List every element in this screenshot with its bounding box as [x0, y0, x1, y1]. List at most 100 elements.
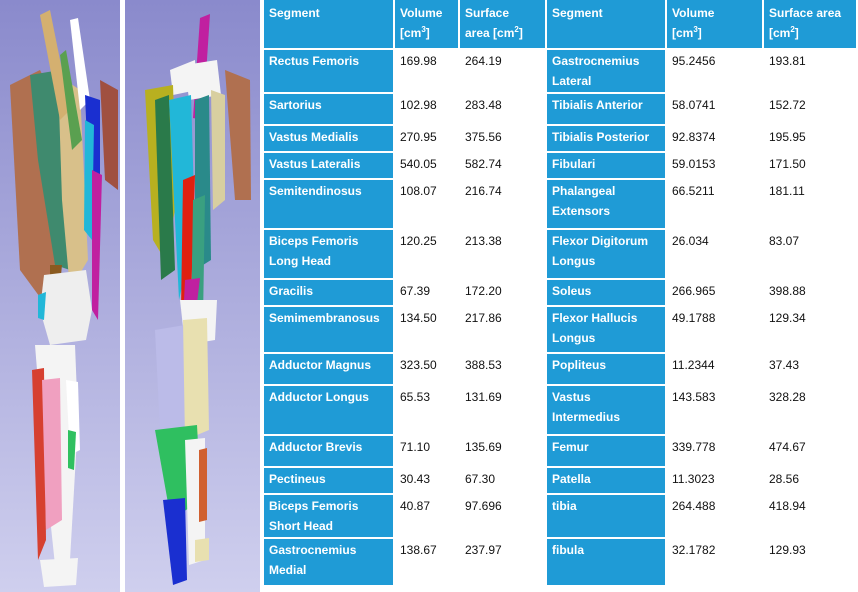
segment-name-cell: Vastus Lateralis [264, 153, 395, 180]
surface-area-cell: 195.95 [764, 126, 858, 153]
segment-name-cell: Vastus Medialis [264, 126, 395, 153]
surface-area-cell: 83.07 [764, 230, 858, 280]
segment-name-cell: Phalangeal Extensors [547, 180, 667, 230]
volume-cell: 264.488 [667, 495, 764, 539]
segment-name-cell: Gracilis [264, 280, 395, 307]
segment-name-cell: Pectineus [264, 468, 395, 495]
volume-cell: 49.1788 [667, 307, 764, 354]
segment-name-cell: Sartorius [264, 94, 395, 126]
surface-area-cell: 217.86 [460, 307, 547, 354]
table-row: Sartorius 102.98 283.48 Tibialis Anterior 58… [264, 94, 858, 126]
segment-name-cell: Biceps Femoris Short Head [264, 495, 395, 539]
surface-area-cell: 264.19 [460, 50, 547, 94]
volume-cell: 59.0153 [667, 153, 764, 180]
leg-model-deep-image [125, 0, 260, 592]
table-row: Adductor Magnus 323.50 388.53 Popliteus 11.2… [264, 354, 858, 386]
segment-name-cell: Tibialis Posterior [547, 126, 667, 153]
surface-area-cell: 131.69 [460, 386, 547, 436]
table-row: Adductor Longus 65.53 131.69 Vastus Interme… [264, 386, 858, 436]
surface-area-cell: 97.696 [460, 495, 547, 539]
volume-cell: 266.965 [667, 280, 764, 307]
segment-name-cell: Adductor Brevis [264, 436, 395, 468]
volume-cell: 32.1782 [667, 539, 764, 587]
segment-name-cell: Fibulari [547, 153, 667, 180]
surface-area-cell: 129.93 [764, 539, 858, 587]
surface-area-cell: 474.67 [764, 436, 858, 468]
segment-name-cell: Gastrocnemius Lateral [547, 50, 667, 94]
surface-area-cell: 375.56 [460, 126, 547, 153]
segment-name-cell: Popliteus [547, 354, 667, 386]
surface-area-cell: 398.88 [764, 280, 858, 307]
segment-name-cell: Vastus Intermedius [547, 386, 667, 436]
segment-name-cell: Gastrocnemius Medial [264, 539, 395, 587]
surface-area-cell: 152.72 [764, 94, 858, 126]
segment-name-cell: Semimembranosus [264, 307, 395, 354]
surface-area-cell: 129.34 [764, 307, 858, 354]
table-row: Biceps Femoris Short Head 40.87 97.696 tibi… [264, 495, 858, 539]
surface-area-cell: 193.81 [764, 50, 858, 94]
volume-cell: 339.778 [667, 436, 764, 468]
volume-cell: 95.2456 [667, 50, 764, 94]
segment-name-cell: Patella [547, 468, 667, 495]
segment-name-cell: fibula [547, 539, 667, 587]
volume-cell: 11.2344 [667, 354, 764, 386]
surface-area-cell: 388.53 [460, 354, 547, 386]
leg-render-deep [125, 0, 260, 592]
segment-name-cell: Biceps Femoris Long Head [264, 230, 395, 280]
volume-cell: 40.87 [395, 495, 460, 539]
volume-cell: 138.67 [395, 539, 460, 587]
segment-name-cell: Flexor Digitorum Longus [547, 230, 667, 280]
surface-area-cell: 181.11 [764, 180, 858, 230]
volume-cell: 169.98 [395, 50, 460, 94]
table-row: Pectineus 30.43 67.30 Patella 11.3023 28.56 [264, 468, 858, 495]
table-row: Vastus Medialis 270.95 375.56 Tibialis Post… [264, 126, 858, 153]
header-volume-left: Volume [cm3] [395, 0, 460, 50]
volume-cell: 26.034 [667, 230, 764, 280]
volume-cell: 11.3023 [667, 468, 764, 495]
segment-name-cell: Semitendinosus [264, 180, 395, 230]
muscle-measurement-table: Segment Volume [cm3] Surface area [cm2] Se… [264, 0, 858, 587]
muscle-measurement-table-container: Segment Volume [cm3] Surface area [cm2] Se… [264, 0, 858, 592]
volume-cell: 323.50 [395, 354, 460, 386]
table-header-row: Segment Volume [cm3] Surface area [cm2] Se… [264, 0, 858, 50]
segment-name-cell: Rectus Femoris [264, 50, 395, 94]
surface-area-cell: 283.48 [460, 94, 547, 126]
volume-cell: 540.05 [395, 153, 460, 180]
volume-cell: 58.0741 [667, 94, 764, 126]
segment-name-cell: Adductor Longus [264, 386, 395, 436]
surface-area-cell: 135.69 [460, 436, 547, 468]
volume-cell: 65.53 [395, 386, 460, 436]
header-surface-right: Surface area [cm2] [764, 0, 858, 50]
volume-cell: 67.39 [395, 280, 460, 307]
volume-cell: 71.10 [395, 436, 460, 468]
segment-name-cell: Soleus [547, 280, 667, 307]
header-segment-left: Segment [264, 0, 395, 50]
segment-name-cell: Flexor Hallucis Longus [547, 307, 667, 354]
surface-area-cell: 328.28 [764, 386, 858, 436]
surface-area-cell: 28.56 [764, 468, 858, 495]
header-segment-right: Segment [547, 0, 667, 50]
table-row: Rectus Femoris 169.98 264.19 Gastrocnemius … [264, 50, 858, 94]
header-volume-right: Volume [cm3] [667, 0, 764, 50]
leg-model-anterior-image [0, 0, 120, 592]
volume-cell: 66.5211 [667, 180, 764, 230]
volume-cell: 270.95 [395, 126, 460, 153]
segment-name-cell: tibia [547, 495, 667, 539]
leg-render-anterior [0, 0, 120, 592]
surface-area-cell: 67.30 [460, 468, 547, 495]
volume-cell: 120.25 [395, 230, 460, 280]
table-row: Gracilis 67.39 172.20 Soleus 266.965 398.88 [264, 280, 858, 307]
segment-name-cell: Adductor Magnus [264, 354, 395, 386]
surface-area-cell: 582.74 [460, 153, 547, 180]
surface-area-cell: 213.38 [460, 230, 547, 280]
table-row: Adductor Brevis 71.10 135.69 Femur 339.778 47… [264, 436, 858, 468]
segment-name-cell: Tibialis Anterior [547, 94, 667, 126]
surface-area-cell: 418.94 [764, 495, 858, 539]
segment-name-cell: Femur [547, 436, 667, 468]
table-row: Semimembranosus 134.50 217.86 Flexor Halluc… [264, 307, 858, 354]
surface-area-cell: 237.97 [460, 539, 547, 587]
header-surface-left: Surface area [cm2] [460, 0, 547, 50]
surface-area-cell: 37.43 [764, 354, 858, 386]
table-row: Semitendinosus 108.07 216.74 Phalangeal Ext… [264, 180, 858, 230]
volume-cell: 92.8374 [667, 126, 764, 153]
